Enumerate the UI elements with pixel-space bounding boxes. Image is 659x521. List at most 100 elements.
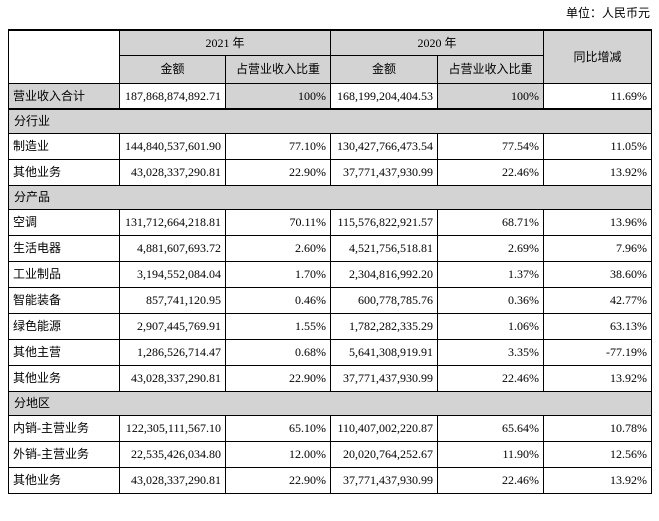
cell-yoy: 38.60%: [543, 260, 653, 288]
cell-label: 生活电器: [8, 234, 120, 262]
cell-amount-2021: 1,286,526,714.47: [119, 338, 226, 366]
cell-amount-2021: 43,028,337,290.81: [119, 158, 226, 186]
cell-pct-2021: 0.68%: [224, 338, 332, 366]
cell-amount-2020: 168,199,204,404.53: [330, 82, 439, 110]
table-row: 其他业务 43,028,337,290.81 22.90% 37,771,437…: [8, 158, 653, 186]
header-pct-2020: 占营业收入比重: [437, 54, 545, 84]
header-amount-2020: 金额: [330, 54, 439, 84]
cell-pct-2021: 1.70%: [224, 260, 332, 288]
cell-yoy: 11.05%: [543, 132, 653, 160]
cell-yoy: -77.19%: [543, 338, 653, 366]
table-row: 智能装备 857,741,120.95 0.46% 600,778,785.76…: [8, 286, 653, 314]
header-yoy: 同比增减: [543, 29, 653, 84]
cell-pct-2020: 100%: [437, 82, 545, 110]
section-row-industry: 分行业: [7, 108, 653, 134]
cell-label: 其他主营: [8, 338, 120, 366]
table-row: 外销-主营业务 22,535,426,034.80 12.00% 20,020,…: [8, 440, 653, 468]
cell-amount-2021: 4,881,607,693.72: [119, 234, 226, 262]
cell-label: 其他业务: [8, 364, 120, 392]
cell-amount-2021: 43,028,337,290.81: [119, 466, 226, 494]
table-row: 绿色能源 2,907,445,769.91 1.55% 1,782,282,33…: [8, 312, 653, 340]
table-row: 其他主营 1,286,526,714.47 0.68% 5,641,308,91…: [8, 338, 653, 366]
cell-pct-2020: 22.46%: [437, 364, 545, 392]
cell-amount-2020: 5,641,308,919.91: [330, 338, 439, 366]
table-row: 内销-主营业务 122,305,111,567.10 65.10% 110,40…: [8, 414, 653, 442]
table-row: 其他业务 43,028,337,290.81 22.90% 37,771,437…: [8, 364, 653, 392]
header-2020: 2020 年: [330, 29, 545, 56]
cell-pct-2020: 68.71%: [437, 208, 545, 236]
cell-pct-2021: 22.90%: [224, 364, 332, 392]
cell-yoy: 11.69%: [543, 82, 653, 110]
cell-yoy: 10.78%: [543, 414, 653, 442]
cell-label: 营业收入合计: [8, 82, 120, 110]
cell-amount-2021: 43,028,337,290.81: [119, 364, 226, 392]
table-row: 生活电器 4,881,607,693.72 2.60% 4,521,756,51…: [8, 234, 653, 262]
cell-label: 绿色能源: [8, 312, 120, 340]
cell-label: 外销-主营业务: [8, 440, 120, 468]
cell-pct-2020: 22.46%: [437, 466, 545, 494]
cell-amount-2020: 130,427,766,473.54: [330, 132, 439, 160]
table-row: 空调 131,712,664,218.81 70.11% 115,576,822…: [8, 208, 653, 236]
cell-pct-2021: 22.90%: [224, 466, 332, 494]
cell-label: 工业制品: [8, 260, 120, 288]
header-row-years: 2021 年 2020 年 同比增减: [8, 29, 653, 84]
cell-yoy: 12.56%: [543, 440, 653, 468]
cell-label: 内销-主营业务: [8, 414, 120, 442]
section-label: 分产品: [7, 184, 653, 210]
cell-label: 智能装备: [8, 286, 120, 314]
revenue-table: 2021 年 2020 年 同比增减 金额 占营业收入比重 金额 占营业收入比重…: [7, 29, 653, 494]
cell-amount-2021: 122,305,111,567.10: [119, 414, 226, 442]
cell-label: 其他业务: [8, 158, 120, 186]
cell-amount-2020: 600,778,785.76: [330, 286, 439, 314]
cell-pct-2020: 22.46%: [437, 158, 545, 186]
cell-amount-2020: 37,771,437,930.99: [330, 158, 439, 186]
cell-pct-2021: 65.10%: [224, 414, 332, 442]
section-label: 分地区: [7, 390, 653, 416]
cell-pct-2021: 22.90%: [224, 158, 332, 186]
cell-amount-2021: 2,907,445,769.91: [119, 312, 226, 340]
cell-pct-2020: 1.06%: [437, 312, 545, 340]
cell-amount-2020: 115,576,822,921.57: [330, 208, 439, 236]
cell-pct-2021: 70.11%: [224, 208, 332, 236]
header-2021: 2021 年: [118, 29, 332, 56]
cell-yoy: 13.92%: [543, 466, 653, 494]
header-row-measures: 金额 占营业收入比重 金额 占营业收入比重: [9, 54, 652, 84]
cell-amount-2021: 22,535,426,034.80: [119, 440, 226, 468]
cell-yoy: 63.13%: [543, 312, 653, 340]
cell-pct-2020: 11.90%: [437, 440, 545, 468]
cell-label: 制造业: [8, 132, 120, 160]
table-row: 工业制品 3,194,552,084.04 1.70% 2,304,816,99…: [8, 260, 653, 288]
section-row-region: 分地区: [7, 390, 653, 416]
cell-amount-2020: 4,521,756,518.81: [330, 234, 439, 262]
cell-pct-2020: 77.54%: [437, 132, 545, 160]
cell-label: 空调: [8, 208, 120, 236]
cell-pct-2021: 1.55%: [224, 312, 332, 340]
cell-yoy: 7.96%: [543, 234, 653, 262]
unit-label: 单位：人民币元: [565, 6, 650, 20]
cell-yoy: 13.92%: [543, 364, 653, 392]
cell-pct-2020: 3.35%: [437, 338, 545, 366]
section-label: 分行业: [7, 108, 653, 134]
cell-pct-2021: 0.46%: [224, 286, 332, 314]
cell-amount-2020: 2,304,816,992.20: [330, 260, 439, 288]
cell-amount-2021: 857,741,120.95: [119, 286, 226, 314]
cell-amount-2021: 131,712,664,218.81: [119, 208, 226, 236]
cell-yoy: 42.77%: [543, 286, 653, 314]
header-pct-2021: 占营业收入比重: [224, 54, 332, 84]
corner-cell: [8, 29, 120, 84]
cell-pct-2020: 1.37%: [437, 260, 545, 288]
table-row: 制造业 144,840,537,601.90 77.10% 130,427,76…: [8, 132, 653, 160]
cell-amount-2020: 37,771,437,930.99: [330, 364, 439, 392]
cell-amount-2021: 144,840,537,601.90: [119, 132, 226, 160]
cell-yoy: 13.92%: [543, 158, 653, 186]
cell-pct-2021: 100%: [224, 82, 332, 110]
table-row-total: 营业收入合计 187,868,874,892.71 100% 168,199,2…: [8, 82, 653, 110]
cell-amount-2020: 20,020,764,252.67: [330, 440, 439, 468]
header-amount-2021: 金额: [119, 54, 226, 84]
cell-amount-2020: 37,771,437,930.99: [330, 466, 439, 494]
cell-amount-2021: 3,194,552,084.04: [119, 260, 226, 288]
cell-label: 其他业务: [8, 466, 120, 494]
cell-amount-2021: 187,868,874,892.71: [119, 82, 226, 110]
cell-yoy: 13.96%: [543, 208, 653, 236]
cell-pct-2021: 12.00%: [224, 440, 332, 468]
